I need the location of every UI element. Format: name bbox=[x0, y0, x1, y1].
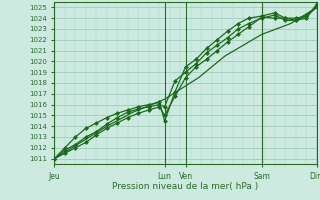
X-axis label: Pression niveau de la mer( hPa ): Pression niveau de la mer( hPa ) bbox=[112, 182, 259, 191]
